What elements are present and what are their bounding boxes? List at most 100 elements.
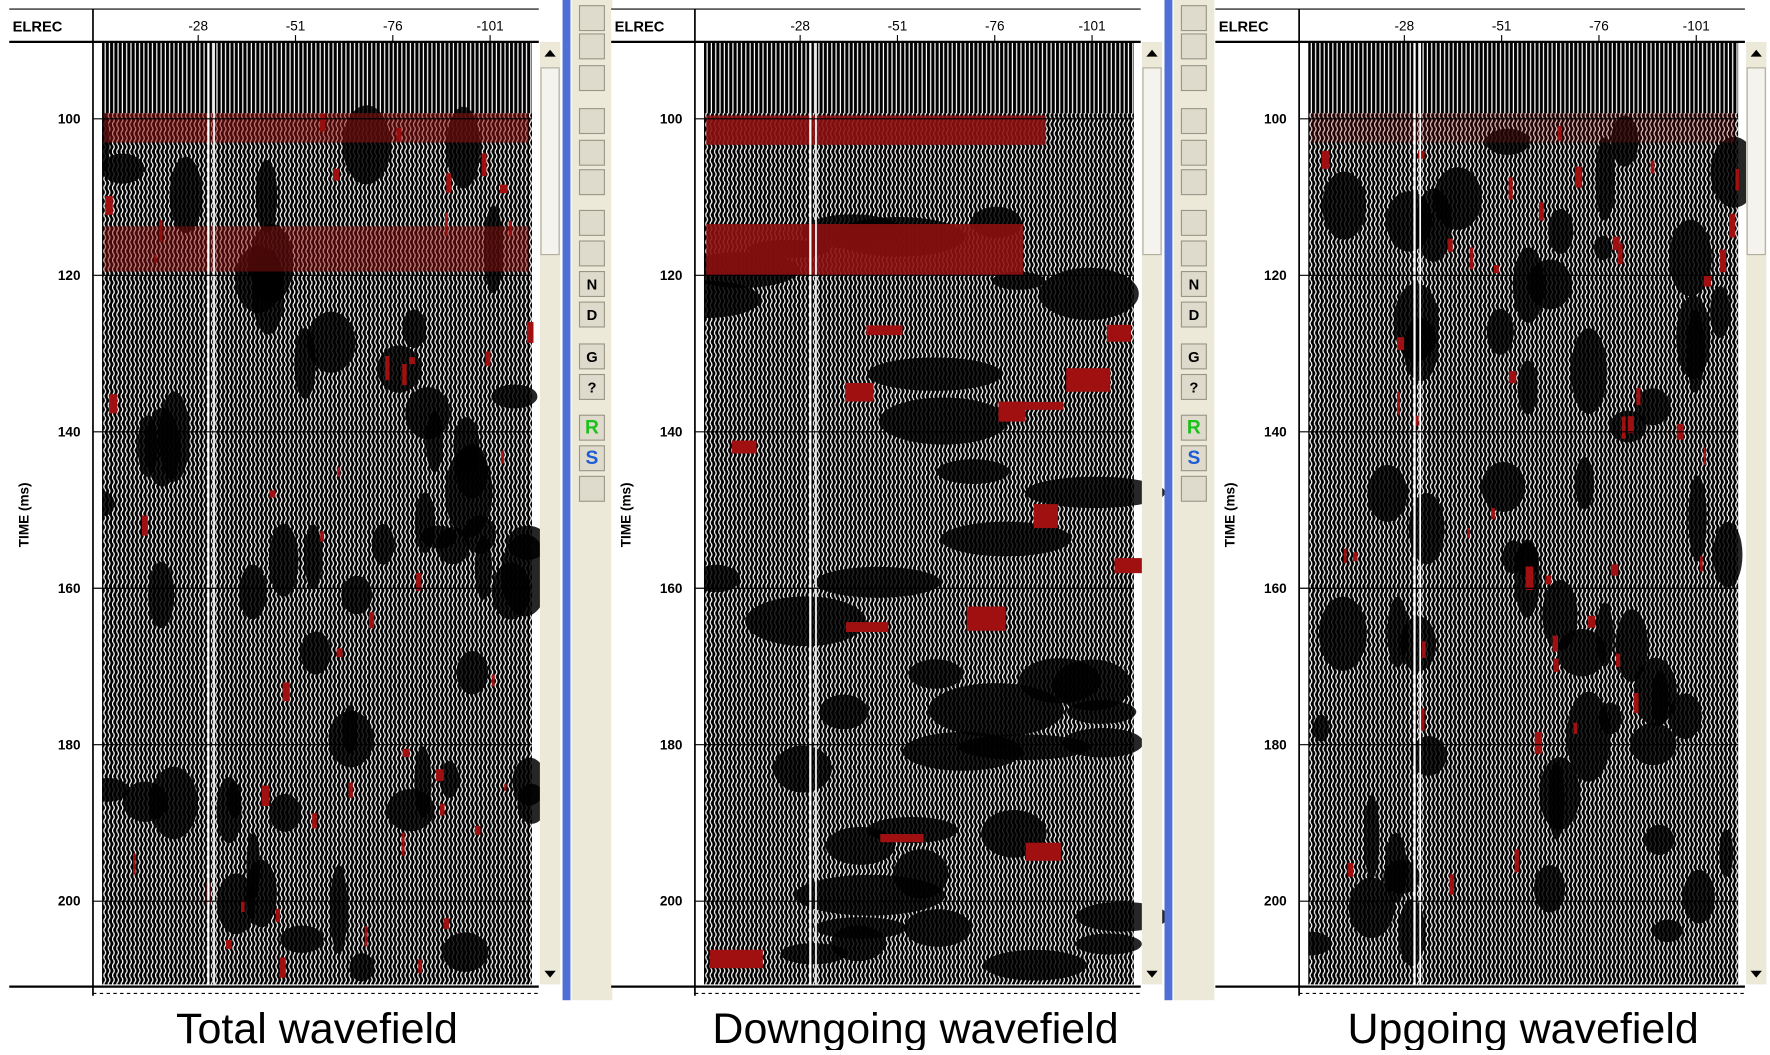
tool-button[interactable] [1180,240,1207,267]
tool-button[interactable] [578,139,605,166]
trace-red [401,832,405,856]
trace-red [845,622,889,632]
trace-dark [1387,596,1408,668]
tool-button[interactable] [578,373,605,400]
tool-button[interactable] [1180,445,1207,472]
trace-red [845,382,874,402]
tool-button[interactable] [578,5,605,32]
tool-button[interactable] [1180,65,1207,92]
tool-button[interactable] [578,108,605,135]
tool-button[interactable] [578,445,605,472]
tool-button[interactable] [578,65,605,92]
caption: Downgoing wavefield [712,1005,1118,1050]
trace-red [1627,416,1634,434]
scroll-thumb[interactable] [1746,67,1766,256]
tool-button[interactable] [1180,475,1207,502]
y-tick-label: 160 [660,581,683,596]
scrollbar[interactable] [539,41,561,985]
trace-dark [992,271,1045,290]
trace-dark [893,849,949,899]
tool-button[interactable] [1180,209,1207,236]
tool-button[interactable] [578,414,605,441]
tool-button[interactable] [578,169,605,196]
scroll-up[interactable] [544,49,556,57]
trace-dark [100,153,145,184]
header-label: ELREC [615,20,665,36]
trace-dark [902,731,1023,771]
trace-red [1729,213,1736,238]
tool-button[interactable] [578,475,605,502]
tool-button[interactable] [1180,301,1207,328]
tool-button[interactable] [578,343,605,370]
scroll-down[interactable] [1146,970,1158,978]
trace-dark [1052,659,1132,711]
tool-button[interactable] [1180,343,1207,370]
trace-red [1636,388,1641,406]
x-tick-label: -76 [383,19,403,34]
tool-button[interactable] [578,240,605,267]
scroll-thumb[interactable] [1142,67,1162,256]
y-tick-label: 160 [1264,581,1287,596]
trace-red [1525,566,1534,590]
trace-red [1587,615,1596,628]
trace-red [1397,337,1405,350]
trace-dark [216,777,242,844]
scrollbar[interactable] [1746,41,1767,985]
tool-button[interactable] [1180,270,1207,298]
trace-dark [1682,869,1715,924]
y-tick-label: 200 [1264,894,1287,909]
trace-dark [1595,137,1615,221]
tool-button[interactable] [1180,139,1207,166]
scroll-down[interactable] [1750,970,1762,978]
scroll-thumb[interactable] [540,67,560,256]
trace-dark [1644,824,1675,856]
tool-button[interactable] [578,270,605,298]
trace-dark [158,391,190,482]
y-tick-label: 160 [58,581,81,596]
blue-bar [562,0,571,1001]
tool-button[interactable] [1180,5,1207,32]
tool-button[interactable] [1180,373,1207,400]
trace-dark [1688,475,1707,562]
trace-red [1703,447,1706,465]
trace-red [1633,693,1639,714]
trace-red [1106,324,1131,342]
trace-red [1575,166,1583,188]
trace-dark [1024,476,1166,509]
trace-red [440,803,445,816]
trace-dark [1548,208,1574,254]
scrollbar[interactable] [1141,41,1163,985]
trace-red [368,612,375,629]
trace-red [1321,150,1330,169]
scroll-down[interactable] [544,970,556,978]
trace-dark [456,650,489,695]
trace-red [1650,160,1655,174]
scroll-up[interactable] [1750,49,1762,57]
tool-button[interactable] [578,301,605,328]
tool-label: S [586,448,599,469]
trace-dark [1710,286,1731,338]
trace-red [1447,238,1453,252]
x-tick-label: -51 [888,19,908,34]
red-band [1310,113,1735,143]
trace-red [1552,635,1559,652]
tool-button[interactable] [578,33,605,60]
panel: ELREC -28 -51 -76 -101 100 120 140 160 180 200 TIME… [9,0,613,1053]
trace-dark [377,345,421,393]
tool-button[interactable] [1180,108,1207,135]
x-tick-label: -28 [1395,19,1415,34]
trace-red [418,959,423,974]
tool-button[interactable] [578,209,605,236]
trace-dark [491,384,538,409]
trace-dark [1527,259,1573,310]
tool-button[interactable] [1180,33,1207,60]
tool-label: D [587,308,598,324]
x-tick-label: -51 [286,19,306,34]
tool-button[interactable] [1180,414,1207,441]
trace-red [1703,275,1712,287]
trace-dark [255,160,278,233]
tool-button[interactable] [1180,169,1207,196]
trace-red [1573,722,1578,734]
scroll-up[interactable] [1146,49,1158,57]
